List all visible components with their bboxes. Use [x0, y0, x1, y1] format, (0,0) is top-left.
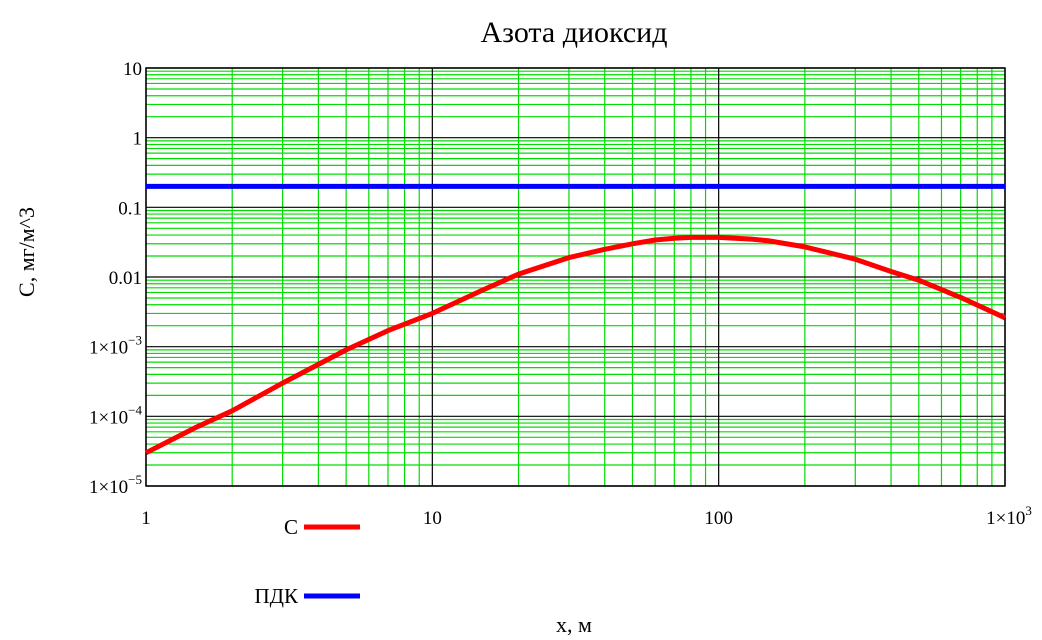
legend-item-pdk: ПДК	[255, 584, 360, 608]
y-tick-label: 1×10−3	[89, 333, 142, 359]
y-tick-label: 1	[133, 129, 143, 150]
series-layer	[144, 183, 1007, 456]
x-tick-labels: 1 10 100 1×103	[141, 503, 1032, 529]
y-tick-label: 10	[123, 59, 142, 80]
plot-frame	[145, 67, 1006, 487]
legend-item-c: C	[284, 515, 360, 539]
y-axis-label: C, мг/м^3	[14, 207, 39, 297]
legend-label: ПДК	[255, 584, 299, 608]
x-tick-label: 1×103	[986, 503, 1032, 529]
x-tick-label: 1	[141, 508, 151, 529]
y-tick-label: 1×10−5	[89, 472, 142, 498]
x-tick-label: 10	[423, 508, 442, 529]
y-tick-label: 0.01	[109, 268, 142, 289]
y-tick-labels: 10 1 0.1 0.01 1×10−3 1×10−4 1×10−5	[89, 59, 143, 498]
y-tick-label: 1×10−4	[89, 402, 143, 428]
chart-title: Азота диоксид	[480, 16, 667, 49]
y-tick-label: 0.1	[118, 198, 142, 219]
legend: C ПДК	[255, 515, 360, 608]
x-axis-label: x, м	[556, 612, 592, 637]
legend-label: C	[284, 515, 298, 539]
series-line-c	[144, 234, 1007, 456]
x-tick-label: 100	[704, 508, 733, 529]
